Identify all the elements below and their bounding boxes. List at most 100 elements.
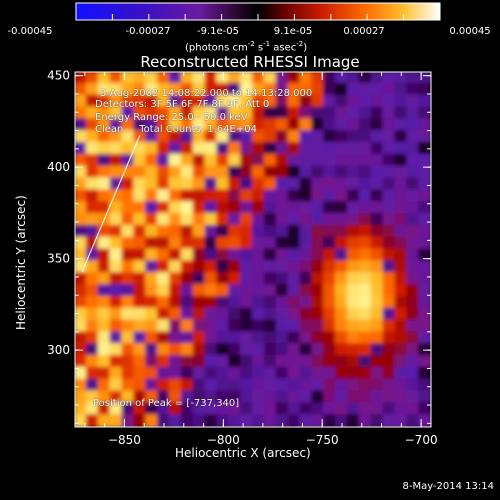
heatmap-cell (311, 153, 326, 168)
heatmap-cell (157, 236, 171, 251)
heatmap-cell (228, 378, 243, 393)
heatmap-cell (275, 307, 290, 322)
heatmap-cell (263, 319, 278, 334)
heatmap-cell (418, 189, 431, 204)
heatmap-cell (85, 201, 100, 215)
heatmap-cell (133, 82, 148, 97)
heatmap-cell (145, 72, 160, 85)
heatmap-cell (216, 378, 231, 393)
heatmap-cell (394, 189, 409, 204)
heatmap-cell (121, 72, 136, 85)
heatmap-cell (323, 248, 338, 263)
heatmap-cell (192, 94, 207, 109)
heatmap-cell (192, 236, 207, 251)
heatmap-cell (299, 201, 314, 215)
heatmap-cell (85, 414, 100, 427)
heatmap-cell (216, 153, 231, 168)
heatmap-cell (216, 307, 231, 322)
heatmap-cell (75, 177, 88, 192)
heatmap-cell (406, 106, 421, 121)
heatmap-cell (275, 106, 290, 121)
heatmap-cell (275, 366, 290, 381)
heatmap-cell (157, 72, 171, 85)
heatmap-cell (240, 236, 254, 251)
heatmap-cell (97, 343, 112, 357)
heatmap-cell (192, 331, 207, 346)
heatmap-cell (406, 130, 421, 144)
heatmap-cell (240, 82, 254, 97)
heatmap-cell (75, 153, 88, 168)
heatmap-cell (299, 106, 314, 121)
heatmap-cell (157, 189, 171, 204)
heatmap-cell (263, 201, 278, 215)
heatmap-cell (180, 165, 195, 180)
heatmap-cell (216, 94, 231, 109)
heatmap-cell (394, 366, 409, 381)
heatmap-cell (418, 224, 431, 239)
heatmap-cell (145, 94, 160, 109)
heatmap-cell (157, 284, 171, 298)
heatmap-cell (216, 118, 231, 133)
heatmap-cell (97, 355, 112, 369)
colorbar-units: (photons cm-2 s-1 asec-2) (185, 40, 308, 54)
heatmap-cell (180, 331, 195, 346)
heatmap-cell (133, 272, 148, 286)
heatmap-cell (323, 130, 338, 144)
heatmap-cell (168, 130, 183, 144)
heatmap-cell (204, 343, 219, 357)
heatmap-cell (406, 94, 421, 109)
heatmap-cell (204, 390, 219, 405)
heatmap-cell (394, 118, 409, 133)
heatmap-cell (252, 153, 266, 168)
heatmap-cell (121, 82, 136, 97)
heatmap-cell (382, 130, 397, 144)
heatmap-cell (192, 248, 207, 263)
heatmap-cell (204, 201, 219, 215)
heatmap-cell (157, 272, 171, 286)
heatmap-cell (168, 319, 183, 334)
heatmap-cell (358, 402, 373, 417)
heatmap-cell (358, 236, 373, 251)
heatmap-cell (370, 177, 385, 192)
colorbar-tick-label: -9.1e-05 (197, 26, 239, 37)
heatmap-cell (204, 153, 219, 168)
heatmap-cell (394, 213, 409, 227)
heatmap-cell (228, 307, 243, 322)
colorbar-tick-label: -0.00027 (125, 26, 171, 37)
heatmap-cell (97, 106, 112, 121)
heatmap-cell (240, 201, 254, 215)
heatmap-cell (85, 224, 100, 239)
heatmap-cell (97, 189, 112, 204)
heatmap-cell (370, 106, 385, 121)
heatmap-cell (358, 414, 373, 427)
heatmap-cell (370, 378, 385, 393)
heatmap-cell (394, 248, 409, 263)
heatmap-cell (287, 118, 302, 133)
heatmap-cell (228, 177, 243, 192)
heatmap-cell (109, 284, 124, 298)
heatmap-cell (358, 390, 373, 405)
heatmap-cell (180, 153, 195, 168)
heatmap-cell (121, 153, 136, 168)
heatmap-cell (133, 402, 148, 417)
heatmap-cell (394, 82, 409, 97)
heatmap-cell (323, 284, 338, 298)
heatmap-cell (133, 343, 148, 357)
heatmap-cell (157, 213, 171, 227)
heatmap-cell (252, 165, 266, 180)
heatmap-cell (263, 414, 278, 427)
heatmap-cell (133, 248, 148, 263)
heatmap-cell (157, 142, 171, 156)
heatmap-cell (240, 284, 254, 298)
heatmap-cell (382, 331, 397, 346)
heatmap-cell (145, 248, 160, 263)
heatmap-cell (418, 130, 431, 144)
heatmap-cell (216, 130, 231, 144)
heatmap-cell (240, 106, 254, 121)
heatmap-cell (109, 72, 124, 85)
heatmap-cell (97, 307, 112, 322)
heatmap-cell (228, 72, 243, 85)
heatmap-cell (180, 366, 195, 381)
heatmap-cell (263, 366, 278, 381)
heatmap-cell (85, 130, 100, 144)
